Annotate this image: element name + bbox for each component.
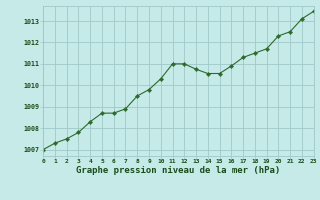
X-axis label: Graphe pression niveau de la mer (hPa): Graphe pression niveau de la mer (hPa)	[76, 166, 281, 175]
